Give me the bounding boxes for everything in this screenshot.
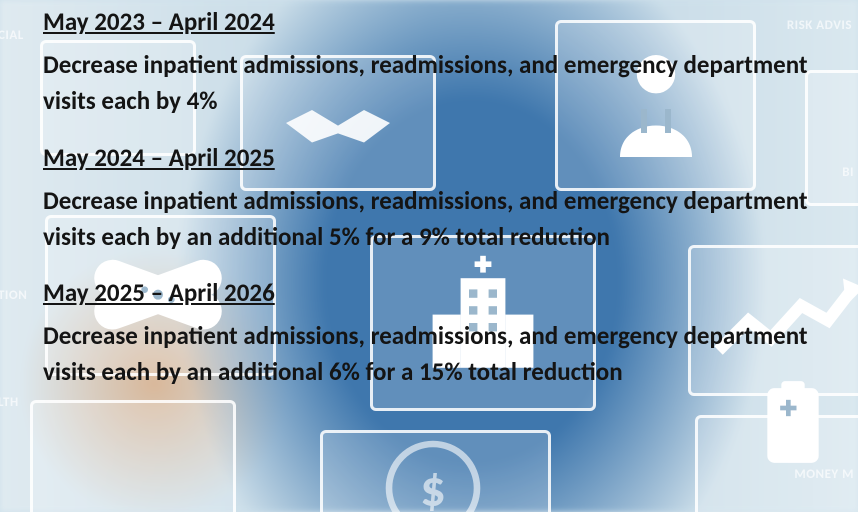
edge-label-left-lower: LTH — [0, 395, 19, 410]
period-2-desc: Decrease inpatient admissions, readmissi… — [43, 183, 828, 256]
tile-bottom-left — [30, 400, 236, 512]
edge-label-right-mid: BI — [842, 165, 854, 180]
edge-label-left-mid: TION — [0, 288, 27, 303]
tile-dollar: $ — [320, 430, 551, 512]
dollar-icon: $ — [378, 433, 488, 512]
period-1-desc: Decrease inpatient admissions, readmissi… — [43, 47, 828, 120]
period-3-desc: Decrease inpatient admissions, readmissi… — [43, 318, 828, 391]
period-2-range: May 2024 – April 2025 — [43, 142, 828, 173]
slide: $ RISK ADVIS CIAL TION LTH BI MONEY M Ma… — [0, 0, 858, 512]
period-3-range: May 2025 – April 2026 — [43, 277, 828, 308]
period-1-range: May 2023 – April 2024 — [43, 6, 828, 37]
svg-text:$: $ — [420, 458, 446, 512]
edge-label-left-upper: CIAL — [0, 28, 24, 43]
tile-clipboard — [695, 415, 858, 512]
content: May 2023 – April 2024 Decrease inpatient… — [43, 4, 828, 413]
edge-label-bottom-right: MONEY M — [794, 467, 854, 482]
